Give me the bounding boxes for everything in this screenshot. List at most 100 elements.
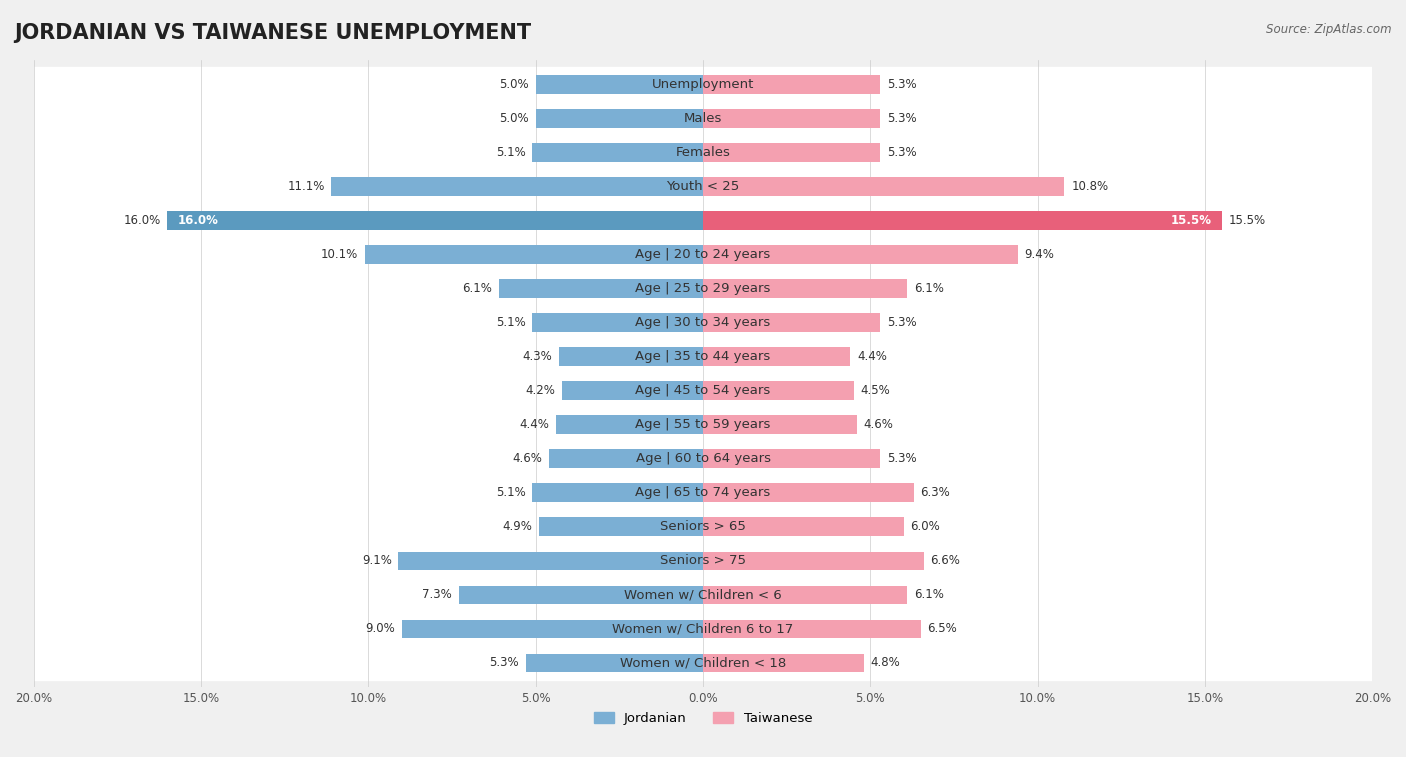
Text: 9.1%: 9.1%	[361, 554, 392, 567]
Bar	[703, 450, 880, 468]
Text: 6.3%: 6.3%	[921, 486, 950, 500]
Text: JORDANIAN VS TAIWANESE UNEMPLOYMENT: JORDANIAN VS TAIWANESE UNEMPLOYMENT	[14, 23, 531, 42]
Bar	[703, 619, 921, 638]
Text: 16.0%: 16.0%	[177, 214, 218, 227]
Text: 10.8%: 10.8%	[1071, 180, 1108, 193]
Text: Age | 60 to 64 years: Age | 60 to 64 years	[636, 452, 770, 466]
Bar	[34, 306, 1372, 340]
Bar	[34, 475, 1372, 509]
Bar	[34, 204, 1372, 238]
Bar	[499, 279, 703, 298]
Bar	[555, 416, 703, 434]
Text: 6.1%: 6.1%	[914, 588, 943, 601]
Text: 11.1%: 11.1%	[287, 180, 325, 193]
Text: 5.0%: 5.0%	[499, 78, 529, 91]
Bar	[526, 653, 703, 672]
Bar	[562, 382, 703, 400]
Bar	[536, 75, 703, 94]
Text: 6.5%: 6.5%	[928, 622, 957, 635]
Bar	[703, 347, 851, 366]
Text: Age | 25 to 29 years: Age | 25 to 29 years	[636, 282, 770, 295]
Text: 5.3%: 5.3%	[887, 316, 917, 329]
Bar	[538, 518, 703, 536]
Bar	[34, 544, 1372, 578]
Bar	[703, 313, 880, 332]
Text: 4.5%: 4.5%	[860, 384, 890, 397]
Text: Seniors > 75: Seniors > 75	[659, 554, 747, 567]
Text: Age | 45 to 54 years: Age | 45 to 54 years	[636, 384, 770, 397]
Bar	[34, 578, 1372, 612]
Bar	[703, 279, 907, 298]
Text: 6.0%: 6.0%	[911, 520, 941, 534]
Text: Age | 65 to 74 years: Age | 65 to 74 years	[636, 486, 770, 500]
Text: 4.2%: 4.2%	[526, 384, 555, 397]
Bar	[34, 101, 1372, 136]
Bar	[703, 653, 863, 672]
Bar	[458, 586, 703, 604]
Bar	[560, 347, 703, 366]
Text: 4.3%: 4.3%	[523, 350, 553, 363]
Bar	[703, 518, 904, 536]
Bar	[366, 245, 703, 264]
Text: Age | 16 to 19 years: Age | 16 to 19 years	[636, 214, 770, 227]
Bar	[536, 109, 703, 128]
Bar	[34, 340, 1372, 374]
Bar	[167, 211, 703, 230]
Text: Women w/ Children 6 to 17: Women w/ Children 6 to 17	[613, 622, 793, 635]
Bar	[34, 408, 1372, 442]
Text: 5.3%: 5.3%	[887, 78, 917, 91]
Text: 9.4%: 9.4%	[1025, 248, 1054, 261]
Text: 6.1%: 6.1%	[914, 282, 943, 295]
Bar	[34, 646, 1372, 680]
Text: 6.6%: 6.6%	[931, 554, 960, 567]
Bar	[34, 170, 1372, 204]
Bar	[703, 75, 880, 94]
Bar	[402, 619, 703, 638]
Bar	[703, 143, 880, 162]
Text: 10.1%: 10.1%	[321, 248, 359, 261]
Text: Youth < 25: Youth < 25	[666, 180, 740, 193]
Text: Women w/ Children < 18: Women w/ Children < 18	[620, 656, 786, 669]
Text: Age | 20 to 24 years: Age | 20 to 24 years	[636, 248, 770, 261]
Legend: Jordanian, Taiwanese: Jordanian, Taiwanese	[589, 706, 817, 731]
Bar	[34, 612, 1372, 646]
Bar	[703, 245, 1018, 264]
Text: Women w/ Children < 6: Women w/ Children < 6	[624, 588, 782, 601]
Bar	[703, 211, 1222, 230]
Text: 4.4%: 4.4%	[519, 418, 548, 431]
Text: 7.3%: 7.3%	[422, 588, 451, 601]
Text: 5.1%: 5.1%	[496, 316, 526, 329]
Text: 5.3%: 5.3%	[887, 112, 917, 125]
Bar	[533, 143, 703, 162]
Text: Seniors > 65: Seniors > 65	[659, 520, 747, 534]
Bar	[398, 552, 703, 570]
Text: 4.6%: 4.6%	[863, 418, 894, 431]
Text: Age | 55 to 59 years: Age | 55 to 59 years	[636, 418, 770, 431]
Text: Age | 30 to 34 years: Age | 30 to 34 years	[636, 316, 770, 329]
Bar	[34, 509, 1372, 544]
Text: Age | 35 to 44 years: Age | 35 to 44 years	[636, 350, 770, 363]
Bar	[34, 442, 1372, 475]
Text: 9.0%: 9.0%	[366, 622, 395, 635]
Text: Females: Females	[675, 146, 731, 159]
Bar	[703, 484, 914, 502]
Text: Males: Males	[683, 112, 723, 125]
Text: 15.5%: 15.5%	[1171, 214, 1212, 227]
Text: 5.3%: 5.3%	[887, 146, 917, 159]
Bar	[34, 67, 1372, 101]
Bar	[167, 211, 703, 230]
Text: 4.6%: 4.6%	[512, 452, 543, 466]
Text: Unemployment: Unemployment	[652, 78, 754, 91]
Bar	[548, 450, 703, 468]
Text: 5.0%: 5.0%	[499, 112, 529, 125]
Bar	[34, 238, 1372, 272]
Text: 6.1%: 6.1%	[463, 282, 492, 295]
Bar	[703, 586, 907, 604]
Text: Source: ZipAtlas.com: Source: ZipAtlas.com	[1267, 23, 1392, 36]
Text: 4.9%: 4.9%	[502, 520, 533, 534]
Bar	[533, 484, 703, 502]
Bar	[703, 177, 1064, 196]
Bar	[34, 272, 1372, 306]
Text: 5.1%: 5.1%	[496, 486, 526, 500]
Text: 16.0%: 16.0%	[124, 214, 160, 227]
